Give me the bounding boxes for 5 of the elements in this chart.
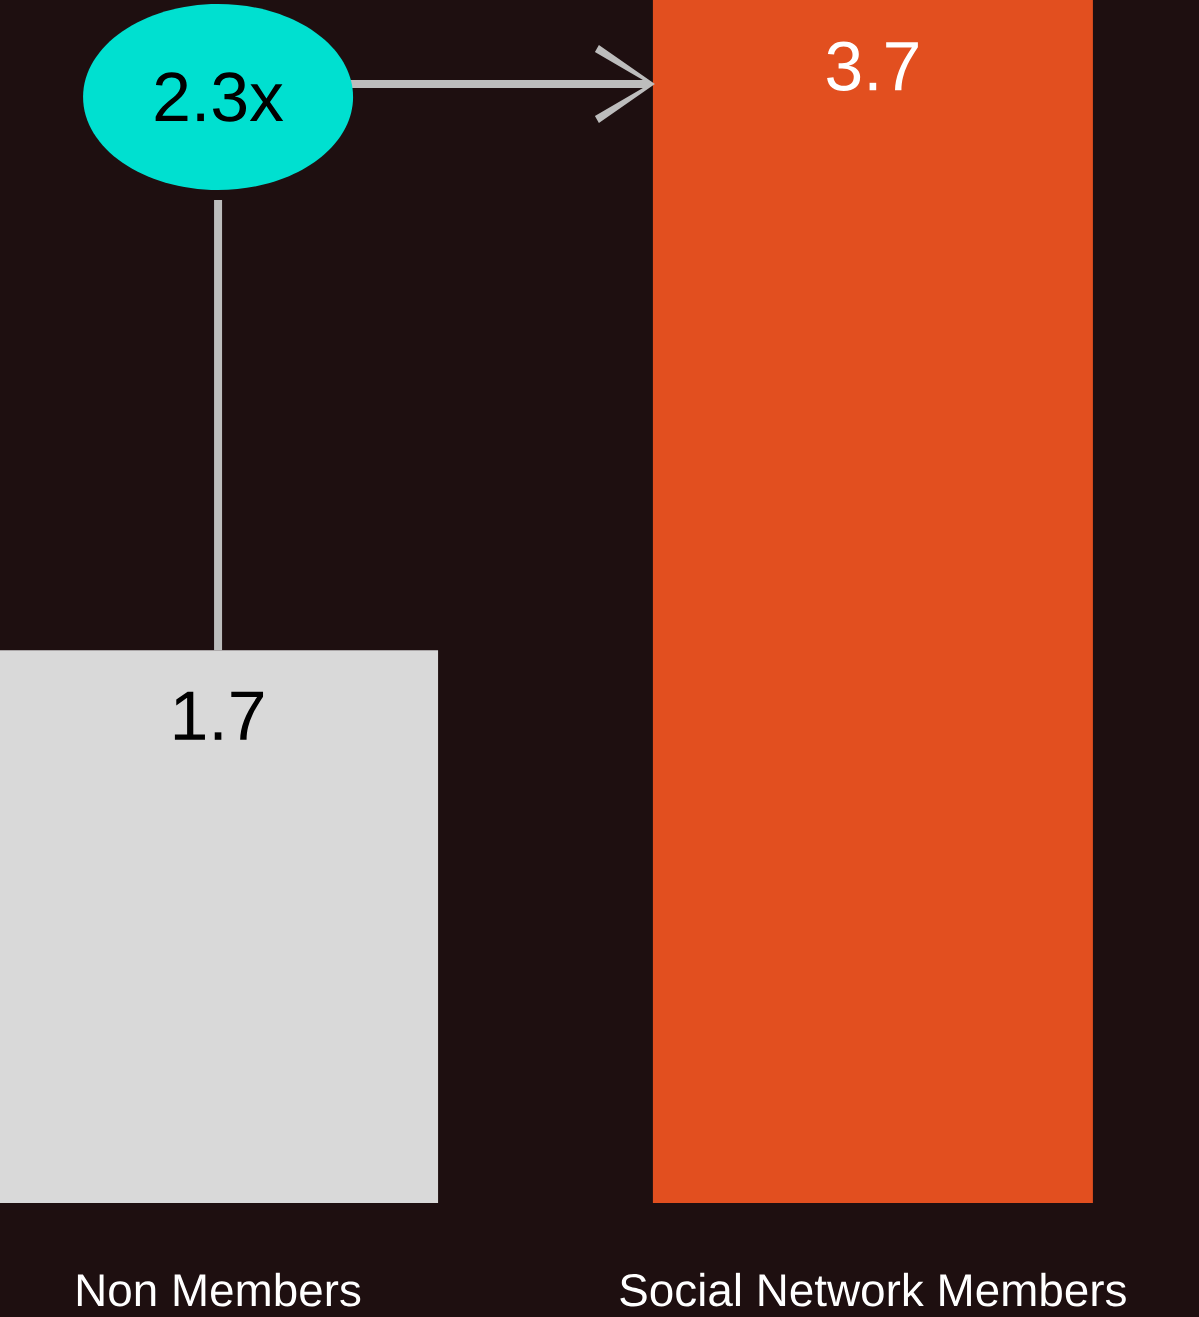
x-tick-label: Social Network Members (620, 1272, 1126, 1307)
annotation: 2.3x (155, 72, 284, 122)
x-tick-label: Non Members (77, 1272, 361, 1307)
data-label: 1.7 (174, 691, 264, 740)
data-label: 3.7 (827, 41, 918, 91)
